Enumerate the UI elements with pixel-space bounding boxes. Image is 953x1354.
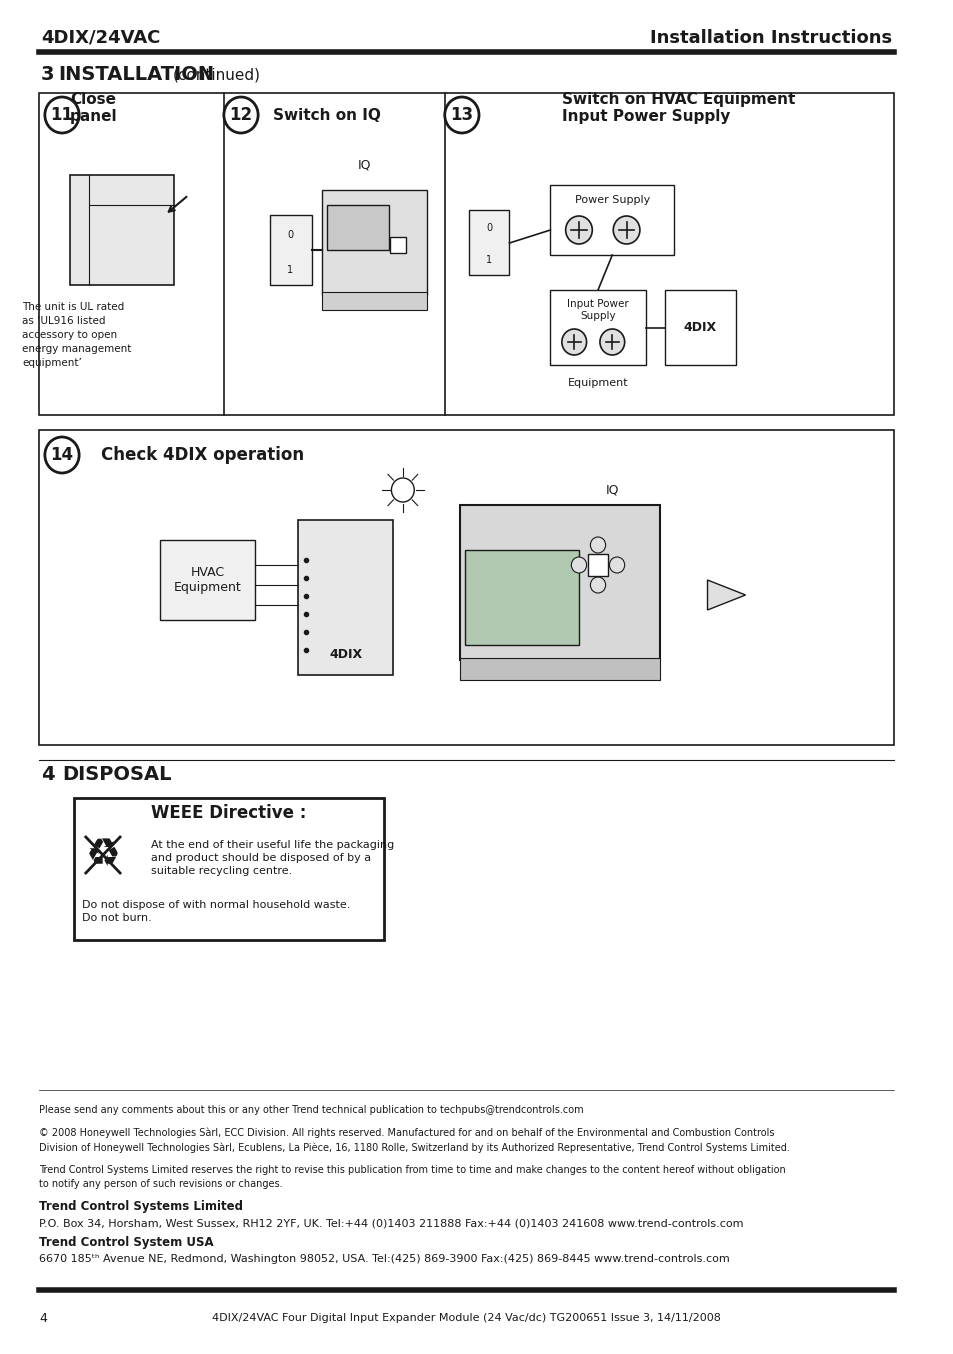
Text: 4DIX: 4DIX (683, 321, 717, 334)
Text: Check 4DIX operation: Check 4DIX operation (101, 445, 304, 464)
FancyBboxPatch shape (326, 204, 388, 250)
Circle shape (561, 329, 586, 355)
FancyBboxPatch shape (270, 215, 312, 284)
Text: IQ: IQ (357, 158, 371, 172)
Text: IQ: IQ (605, 483, 618, 497)
FancyBboxPatch shape (160, 540, 255, 620)
Text: WEEE Directive :: WEEE Directive : (151, 804, 306, 822)
FancyBboxPatch shape (70, 175, 174, 284)
Text: INSTALLATION: INSTALLATION (58, 65, 214, 84)
Text: ♻: ♻ (86, 835, 120, 873)
Text: © 2008 Honeywell Technologies Sàrl, ECC Division. All rights reserved. Manufactu: © 2008 Honeywell Technologies Sàrl, ECC … (39, 1128, 789, 1154)
FancyBboxPatch shape (321, 190, 426, 295)
Text: Input Power
Supply: Input Power Supply (566, 299, 628, 321)
Circle shape (391, 478, 414, 502)
Circle shape (590, 577, 605, 593)
Circle shape (609, 556, 624, 573)
FancyBboxPatch shape (321, 292, 426, 310)
Circle shape (565, 217, 592, 244)
Text: 13: 13 (450, 106, 473, 125)
FancyBboxPatch shape (459, 658, 659, 680)
Text: 4DIX/24VAC Four Digital Input Expander Module (24 Vac/dc) TG200651 Issue 3, 14/1: 4DIX/24VAC Four Digital Input Expander M… (212, 1313, 720, 1323)
Polygon shape (707, 580, 745, 611)
Text: 4: 4 (41, 765, 54, 784)
Text: The unit is UL rated
as ‘UL916 listed
accessory to open
energy management
equipm: The unit is UL rated as ‘UL916 listed ac… (22, 302, 132, 368)
Text: 1: 1 (287, 265, 294, 275)
Text: 4: 4 (39, 1312, 47, 1324)
FancyBboxPatch shape (550, 185, 674, 255)
Text: 3: 3 (41, 65, 54, 84)
Text: Please send any comments about this or any other Trend technical publication to : Please send any comments about this or a… (39, 1105, 583, 1114)
Text: Installation Instructions: Installation Instructions (649, 28, 891, 47)
Text: Equipment: Equipment (567, 378, 628, 389)
Text: P.O. Box 34, Horsham, West Sussex, RH12 2YF, UK. Tel:+44 (0)1403 211888 Fax:+44 : P.O. Box 34, Horsham, West Sussex, RH12 … (39, 1219, 743, 1228)
Circle shape (571, 556, 586, 573)
Text: 0: 0 (287, 230, 294, 240)
FancyBboxPatch shape (464, 550, 578, 645)
Text: 4DIX: 4DIX (329, 649, 362, 662)
Text: Do not dispose of with normal household waste.
Do not burn.: Do not dispose of with normal household … (82, 900, 350, 923)
Text: 14: 14 (51, 445, 73, 464)
Text: (continued): (continued) (172, 68, 260, 83)
Text: HVAC
Equipment: HVAC Equipment (173, 566, 241, 594)
Circle shape (45, 437, 79, 473)
Text: 6670 185ᵗʰ Avenue NE, Redmond, Washington 98052, USA. Tel:(425) 869-3900 Fax:(42: 6670 185ᵗʰ Avenue NE, Redmond, Washingto… (39, 1254, 729, 1265)
Circle shape (224, 97, 258, 133)
FancyBboxPatch shape (39, 431, 893, 745)
Text: Close
panel: Close panel (70, 92, 117, 125)
Text: 0: 0 (486, 223, 492, 233)
Text: 4DIX/24VAC: 4DIX/24VAC (41, 28, 160, 47)
Text: 1: 1 (486, 255, 492, 265)
FancyBboxPatch shape (74, 798, 383, 940)
Circle shape (444, 97, 478, 133)
Circle shape (613, 217, 639, 244)
Circle shape (45, 97, 79, 133)
FancyBboxPatch shape (469, 210, 509, 275)
FancyBboxPatch shape (297, 520, 393, 676)
Text: Trend Control System USA: Trend Control System USA (39, 1236, 213, 1248)
Text: Switch on IQ: Switch on IQ (273, 107, 380, 122)
Text: 12: 12 (229, 106, 253, 125)
Text: Trend Control Systems Limited: Trend Control Systems Limited (39, 1200, 243, 1213)
FancyBboxPatch shape (550, 290, 645, 366)
Text: 11: 11 (51, 106, 73, 125)
FancyBboxPatch shape (664, 290, 736, 366)
Text: Switch on HVAC Equipment
Input Power Supply: Switch on HVAC Equipment Input Power Sup… (561, 92, 795, 125)
Text: Power Supply: Power Supply (574, 195, 649, 204)
Text: At the end of their useful life the packaging
and product should be disposed of : At the end of their useful life the pack… (151, 839, 394, 876)
FancyBboxPatch shape (459, 505, 659, 659)
Circle shape (599, 329, 624, 355)
Circle shape (590, 538, 605, 552)
Text: DISPOSAL: DISPOSAL (62, 765, 172, 784)
Text: Trend Control Systems Limited reserves the right to revise this publication from: Trend Control Systems Limited reserves t… (39, 1164, 785, 1189)
FancyBboxPatch shape (39, 93, 893, 414)
